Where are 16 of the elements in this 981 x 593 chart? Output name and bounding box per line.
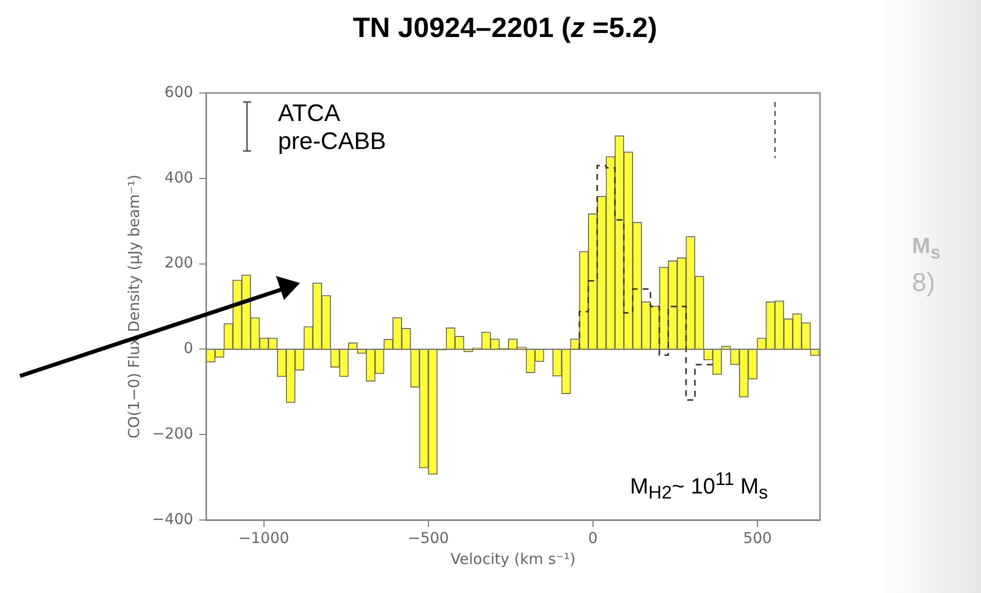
x-tick-label: 0	[588, 528, 598, 547]
annotation: ATCA pre-CABB	[278, 100, 386, 156]
y-tick-label: 0	[184, 339, 194, 358]
text: 8)	[912, 267, 936, 298]
y-tick-label: −400	[152, 510, 194, 528]
chart-title: TN J0924–2201 (z =5.2)	[352, 12, 658, 44]
y-tick-label: 600	[164, 82, 194, 101]
y-tick-label: −200	[152, 424, 194, 442]
annotation: M$_{H2}$~ 10$^{11}$ M$_{s}$	[630, 468, 768, 503]
x-axis-title: Velocity (km s⁻¹)	[450, 550, 576, 568]
x-tick-label: −500	[408, 528, 449, 547]
text: M$_{s}$	[912, 233, 941, 262]
x-tick-label: 500	[743, 528, 772, 547]
x-tick-label: −1000	[238, 528, 290, 547]
y-tick-label: 200	[164, 254, 194, 272]
y-tick-label: 400	[164, 168, 194, 186]
